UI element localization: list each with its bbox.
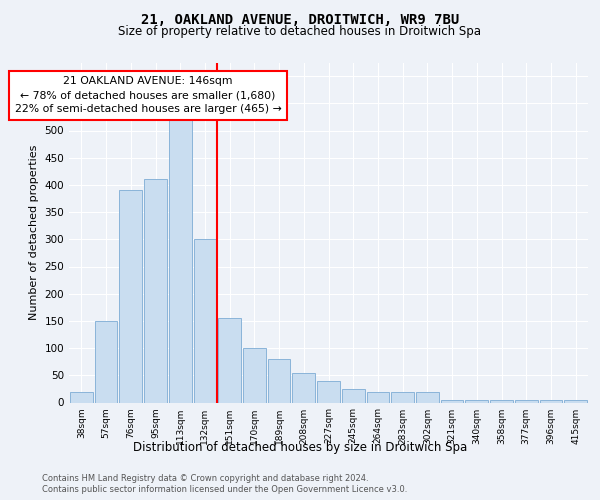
Bar xyxy=(218,318,241,402)
Bar xyxy=(95,321,118,402)
Bar xyxy=(539,400,562,402)
Bar xyxy=(342,389,365,402)
Text: Contains public sector information licensed under the Open Government Licence v3: Contains public sector information licen… xyxy=(42,485,407,494)
Bar xyxy=(391,392,414,402)
Text: Size of property relative to detached houses in Droitwich Spa: Size of property relative to detached ho… xyxy=(119,25,482,38)
Bar xyxy=(268,359,290,403)
Bar xyxy=(515,400,538,402)
Bar xyxy=(317,380,340,402)
Text: 21 OAKLAND AVENUE: 146sqm
← 78% of detached houses are smaller (1,680)
22% of se: 21 OAKLAND AVENUE: 146sqm ← 78% of detac… xyxy=(15,76,281,114)
Bar xyxy=(144,180,167,402)
Y-axis label: Number of detached properties: Number of detached properties xyxy=(29,145,39,320)
Bar xyxy=(169,120,191,403)
Text: Distribution of detached houses by size in Droitwich Spa: Distribution of detached houses by size … xyxy=(133,441,467,454)
Bar xyxy=(466,400,488,402)
Bar xyxy=(292,372,315,402)
Bar xyxy=(416,392,439,402)
Bar xyxy=(243,348,266,403)
Text: 21, OAKLAND AVENUE, DROITWICH, WR9 7BU: 21, OAKLAND AVENUE, DROITWICH, WR9 7BU xyxy=(141,12,459,26)
Bar xyxy=(441,400,463,402)
Bar xyxy=(194,240,216,402)
Text: Contains HM Land Registry data © Crown copyright and database right 2024.: Contains HM Land Registry data © Crown c… xyxy=(42,474,368,483)
Bar xyxy=(367,392,389,402)
Bar xyxy=(70,392,93,402)
Bar xyxy=(119,190,142,402)
Bar xyxy=(564,400,587,402)
Bar xyxy=(490,400,513,402)
